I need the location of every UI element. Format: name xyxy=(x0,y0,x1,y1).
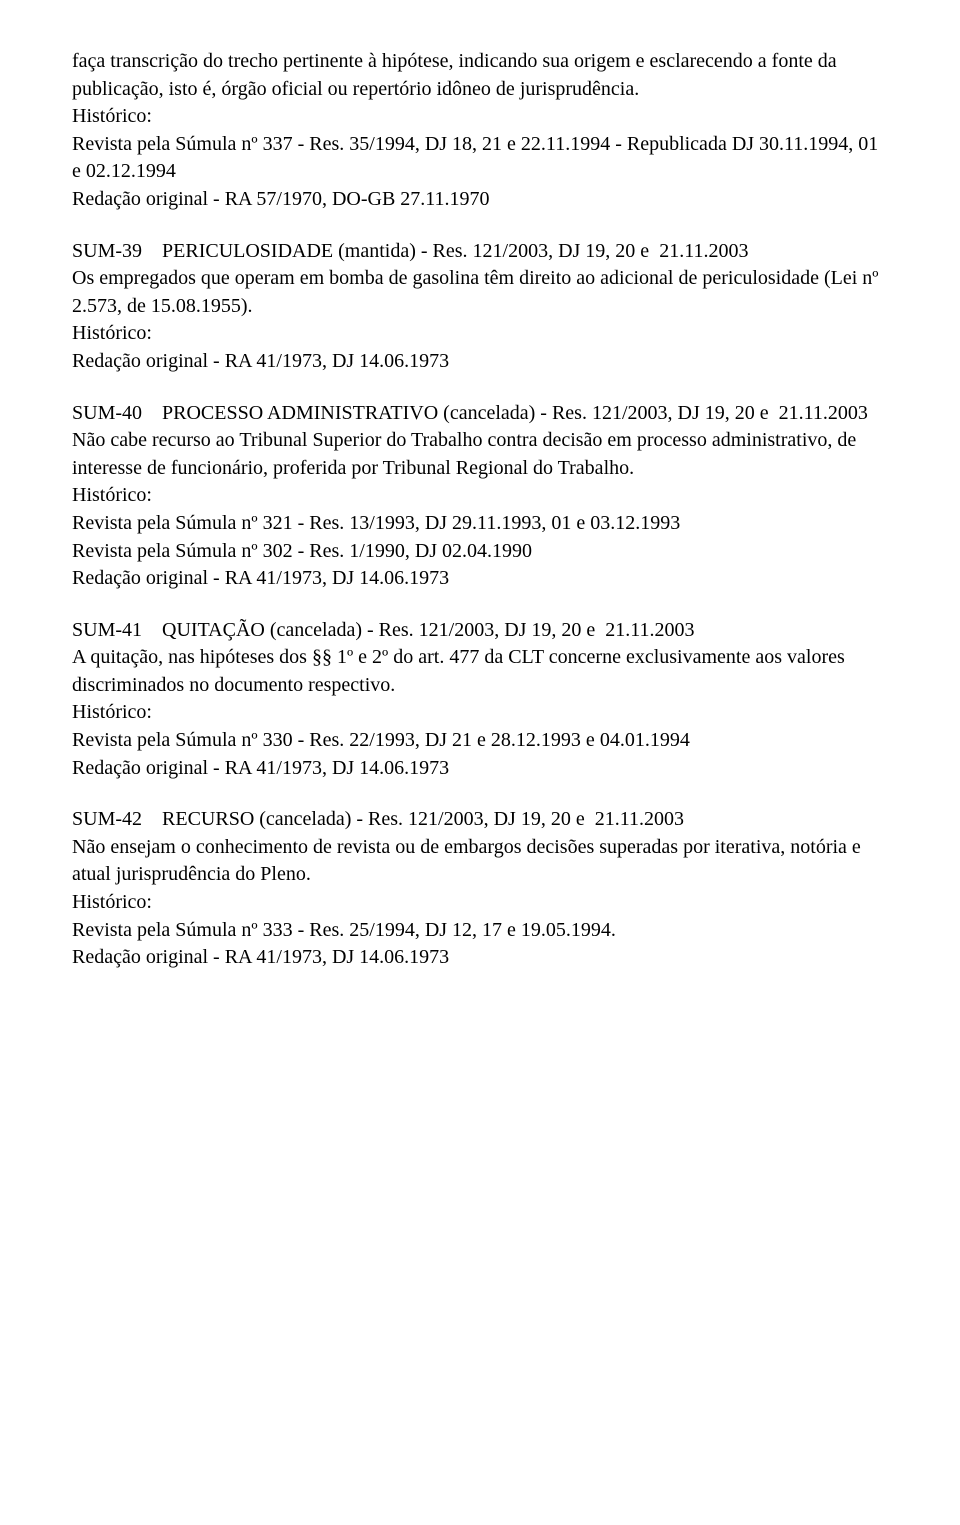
sum-42-hist-1: Revista pela Súmula nº 333 - Res. 25/199… xyxy=(72,917,888,945)
historico-label: Histórico: xyxy=(72,889,888,917)
sum-42-hist-2: Redação original - RA 41/1973, DJ 14.06.… xyxy=(72,944,888,972)
sum-40-body: Não cabe recurso ao Tribunal Superior do… xyxy=(72,427,888,482)
sum-42-block: SUM-42 RECURSO (cancelada) - Res. 121/20… xyxy=(72,806,888,972)
intro-hist-2: Redação original - RA 57/1970, DO-GB 27.… xyxy=(72,186,888,214)
sum-41-hist-1: Revista pela Súmula nº 330 - Res. 22/199… xyxy=(72,727,888,755)
sum-39-title: SUM-39 PERICULOSIDADE (mantida) - Res. 1… xyxy=(72,238,888,266)
sum-41-hist-2: Redação original - RA 41/1973, DJ 14.06.… xyxy=(72,755,888,783)
sum-39-hist-1: Redação original - RA 41/1973, DJ 14.06.… xyxy=(72,348,888,376)
sum-40-title: SUM-40 PROCESSO ADMINISTRATIVO (cancelad… xyxy=(72,400,888,428)
sum-42-title: SUM-42 RECURSO (cancelada) - Res. 121/20… xyxy=(72,806,888,834)
sum-40-hist-1: Revista pela Súmula nº 321 - Res. 13/199… xyxy=(72,510,888,538)
sum-41-block: SUM-41 QUITAÇÃO (cancelada) - Res. 121/2… xyxy=(72,617,888,783)
sum-41-body: A quitação, nas hipóteses dos §§ 1º e 2º… xyxy=(72,644,888,699)
sum-40-block: SUM-40 PROCESSO ADMINISTRATIVO (cancelad… xyxy=(72,400,888,593)
historico-label: Histórico: xyxy=(72,482,888,510)
historico-label: Histórico: xyxy=(72,103,888,131)
sum-40-hist-2: Revista pela Súmula nº 302 - Res. 1/1990… xyxy=(72,538,888,566)
historico-label: Histórico: xyxy=(72,320,888,348)
historico-label: Histórico: xyxy=(72,699,888,727)
intro-block: faça transcrição do trecho pertinente à … xyxy=(72,48,888,214)
sum-40-hist-3: Redação original - RA 41/1973, DJ 14.06.… xyxy=(72,565,888,593)
intro-hist-1: Revista pela Súmula nº 337 - Res. 35/199… xyxy=(72,131,888,186)
sum-39-body: Os empregados que operam em bomba de gas… xyxy=(72,265,888,320)
sum-41-title: SUM-41 QUITAÇÃO (cancelada) - Res. 121/2… xyxy=(72,617,888,645)
intro-paragraph: faça transcrição do trecho pertinente à … xyxy=(72,48,888,103)
sum-39-block: SUM-39 PERICULOSIDADE (mantida) - Res. 1… xyxy=(72,238,888,376)
sum-42-body: Não ensejam o conhecimento de revista ou… xyxy=(72,834,888,889)
